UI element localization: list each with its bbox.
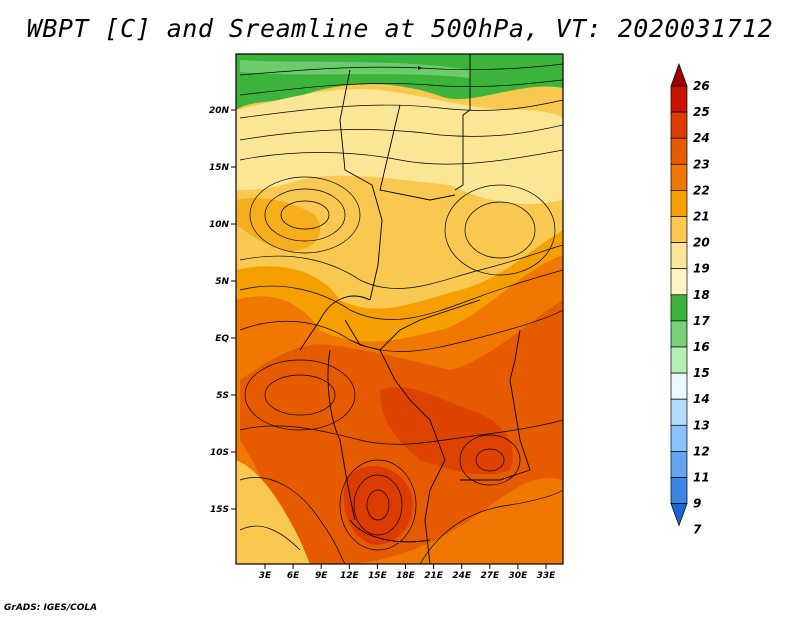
lon-tick-label: 18E	[396, 571, 416, 581]
colorbar-label: 11	[693, 471, 710, 485]
lat-tick-label: 15N	[209, 163, 230, 173]
colorbar-label: 14	[693, 392, 710, 406]
lon-tick-label: 33E	[537, 571, 557, 581]
colorbar-segment	[670, 216, 688, 243]
lat-tick-label: 15S	[210, 505, 229, 515]
map-title: WBPT [C] and Sreamline at 500hPa, VT: 20…	[26, 14, 774, 43]
colorbar-label: 9	[693, 497, 701, 511]
colorbar-label: 24	[693, 131, 710, 145]
colorbar-segment	[670, 137, 688, 165]
colorbar-label: 19	[693, 262, 710, 276]
colorbar-segment	[670, 320, 688, 348]
lon-tick-label: 12E	[340, 571, 360, 581]
lon-tick-label: 9E	[315, 571, 328, 581]
colorbar-label: 12	[693, 444, 710, 458]
lon-tick-label: 30E	[509, 571, 529, 581]
colorbar-label: 15	[693, 366, 710, 380]
colorbar-segment	[670, 85, 688, 113]
colorbar-segment	[670, 346, 688, 374]
colorbar-segment	[670, 451, 688, 478]
colorbar-label: 25	[693, 105, 710, 119]
longitude-axis: 3E 6E 9E 12E 15E 18E 21E 24E 27E 30E 33E	[259, 564, 556, 581]
streamlines	[239, 63, 563, 564]
country-borders	[299, 54, 531, 564]
colorbar-label: 21	[693, 210, 710, 224]
credit-label: GrADS: IGES/COLA	[4, 603, 98, 613]
colorbar-label: 26	[693, 79, 710, 93]
lat-tick-label: 20N	[209, 106, 230, 116]
map-frame	[235, 53, 564, 565]
lat-tick-label: 10S	[210, 448, 229, 458]
colorbar: 26 25 24 23 22 21 20 19 18 17 16 15 14 13 12 11 9 7	[670, 62, 710, 537]
colorbar-segment	[670, 398, 688, 426]
lon-tick-label: 21E	[424, 571, 444, 581]
lon-tick-label: 15E	[368, 571, 388, 581]
colorbar-top-arrow	[670, 62, 688, 87]
colorbar-segment	[670, 294, 688, 322]
colorbar-label: 16	[693, 340, 710, 354]
colorbar-segment	[670, 242, 688, 270]
colorbar-segment	[670, 477, 688, 504]
latitude-axis: 20N 15N 10N 5N EQ 5S 10S 15S	[209, 106, 236, 515]
colorbar-label: 18	[693, 288, 710, 302]
lon-tick-label: 27E	[480, 571, 500, 581]
lat-tick-label: EQ	[215, 334, 229, 344]
lon-tick-label: 6E	[287, 571, 300, 581]
lat-tick-label: 5N	[215, 277, 229, 287]
lat-tick-label: 5S	[216, 391, 229, 401]
lon-tick-label: 3E	[259, 571, 272, 581]
colorbar-label: 7	[693, 523, 702, 537]
lon-tick-label: 24E	[452, 571, 472, 581]
colorbar-segment	[670, 268, 688, 296]
colorbar-label: 13	[693, 418, 710, 432]
colorbar-segment	[670, 190, 688, 217]
colorbar-segment	[670, 163, 688, 191]
colorbar-label: 20	[693, 236, 710, 250]
colorbar-segment	[670, 372, 688, 400]
colorbar-label: 22	[693, 183, 710, 197]
colorbar-bottom-arrow	[670, 503, 688, 527]
colorbar-segment	[670, 111, 688, 139]
lat-tick-label: 10N	[209, 220, 230, 230]
wbpt-field	[236, 54, 563, 564]
colorbar-label: 23	[693, 157, 710, 171]
colorbar-label: 17	[693, 314, 710, 328]
colorbar-segment	[670, 424, 688, 452]
